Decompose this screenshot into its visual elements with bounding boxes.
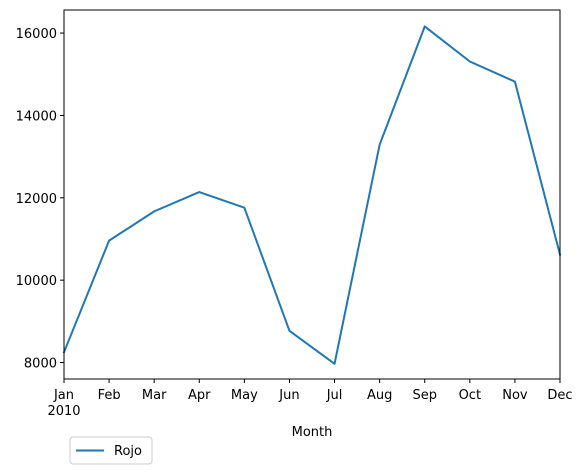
axes-frame bbox=[63, 9, 561, 380]
y-tick-label: 14000 bbox=[16, 109, 57, 124]
legend-box bbox=[69, 436, 153, 465]
x-tick-label: Feb bbox=[98, 388, 121, 403]
y-tick-label: 12000 bbox=[16, 192, 57, 207]
legend-label: Rojo bbox=[114, 444, 142, 459]
legend: Rojo bbox=[69, 436, 153, 465]
x-tick-label: Jan bbox=[53, 388, 74, 403]
x-axis-title: Month bbox=[292, 425, 333, 440]
x-tick-label: Apr bbox=[188, 388, 211, 403]
x-tick-label: Dec bbox=[547, 388, 572, 403]
plot-area bbox=[62, 25, 562, 365]
y-tick-label: 8000 bbox=[24, 357, 57, 372]
x-tick-label: May bbox=[231, 388, 258, 403]
x-tick-label: Jul bbox=[326, 388, 343, 403]
x-tick-label: Jun bbox=[278, 388, 299, 403]
x-axis: Jan Feb Mar Apr May Jun Jul Aug Sep Oct Nov Dec 2010 bbox=[47, 379, 573, 419]
y-axis: 8000 10000 12000 14000 16000 bbox=[16, 27, 64, 372]
x-tick-label: Sep bbox=[412, 388, 437, 403]
x-tick-label: Oct bbox=[459, 388, 481, 403]
y-tick-label: 10000 bbox=[16, 274, 57, 289]
series-line-rojo bbox=[62, 25, 562, 365]
y-tick-label: 16000 bbox=[16, 27, 57, 42]
x-tick-label: Mar bbox=[142, 388, 167, 403]
x-tick-label: Nov bbox=[502, 388, 528, 403]
x-tick-year-label: 2010 bbox=[47, 404, 80, 419]
x-tick-label: Aug bbox=[367, 388, 392, 403]
